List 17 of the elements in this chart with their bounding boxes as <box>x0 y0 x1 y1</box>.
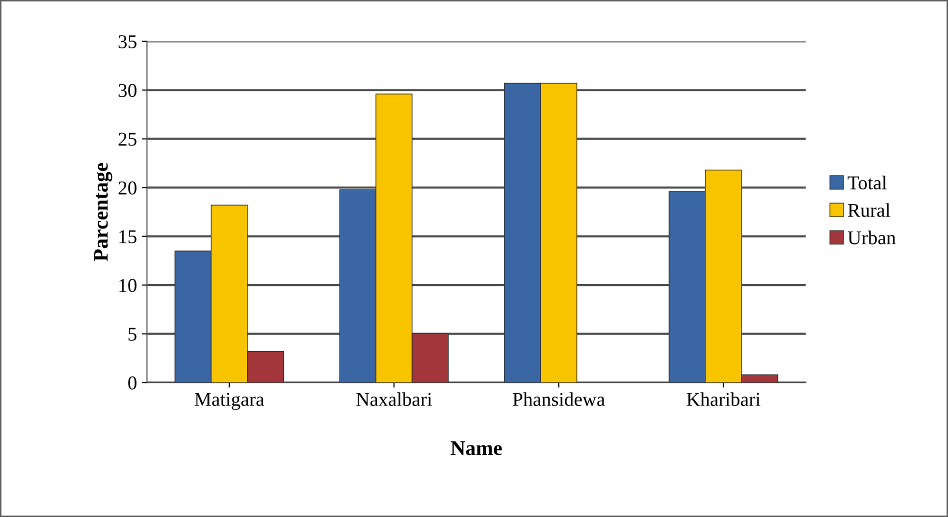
legend-label: Rural <box>848 203 890 217</box>
x-tick-label: Naxalbari <box>356 392 432 406</box>
y-tick-label: 5 <box>128 328 136 341</box>
x-tick-label: Phansidewa <box>512 392 605 406</box>
x-tick-label: Matigara <box>194 392 264 410</box>
y-tick-label: 35 <box>118 35 136 48</box>
x-axis-title: Name <box>450 441 502 456</box>
y-tick-label: 10 <box>119 278 136 292</box>
legend-label: Total <box>848 176 887 190</box>
y-axis-title: Parcentage <box>94 162 112 262</box>
legend-label: Urban <box>848 230 896 244</box>
y-tick-label: 15 <box>119 230 136 244</box>
y-tick-label: 30 <box>118 84 136 98</box>
y-tick-label: 20 <box>118 181 136 195</box>
y-tick-label: 25 <box>118 132 136 146</box>
x-tick-label: Kharibari <box>686 392 760 406</box>
y-tick-label: 0 <box>128 376 136 390</box>
